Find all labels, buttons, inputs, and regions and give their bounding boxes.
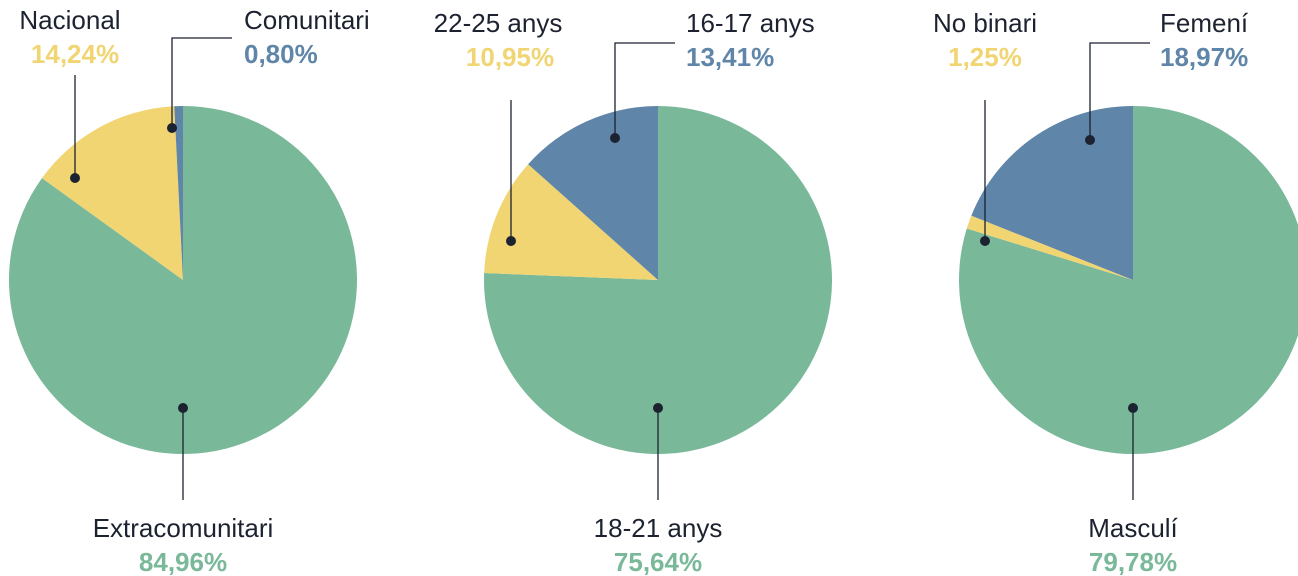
pie-slice xyxy=(966,215,1133,280)
slice-value: 0,80% xyxy=(244,39,318,69)
leader-dot xyxy=(506,236,516,246)
pie-slice xyxy=(484,106,833,455)
slice-label: Femení xyxy=(1160,8,1249,38)
leader-line xyxy=(614,42,675,138)
pie-slice xyxy=(484,164,658,280)
leader-dot xyxy=(178,403,188,413)
leader-line xyxy=(1089,42,1150,140)
slice-value: 1,25% xyxy=(948,42,1022,72)
slice-label: Extracomunitari xyxy=(93,513,274,543)
pie-slice xyxy=(959,106,1298,454)
pie-slice xyxy=(174,106,183,280)
pie-slice xyxy=(41,106,184,280)
slice-value: 18,97% xyxy=(1160,42,1248,72)
slice-value: 79,78% xyxy=(1089,547,1177,576)
slice-value: 10,95% xyxy=(466,42,554,72)
leader-dot xyxy=(1085,135,1095,145)
slice-label: Nacional xyxy=(19,5,120,35)
leader-dot xyxy=(1128,403,1138,413)
leader-dot xyxy=(70,173,80,183)
leader-dot xyxy=(980,236,990,246)
slice-label: 16-17 anys xyxy=(686,8,815,38)
slice-label: Comunitari xyxy=(244,5,370,35)
pie-slice xyxy=(9,106,357,455)
slice-value: 75,64% xyxy=(614,547,702,576)
leader-dot xyxy=(653,403,663,413)
slice-label: Masculí xyxy=(1088,513,1178,543)
pie-slice xyxy=(528,106,658,280)
slice-value: 84,96% xyxy=(139,547,227,576)
pie-slice xyxy=(971,105,1133,280)
slice-value: 13,41% xyxy=(686,42,774,72)
leader-dot xyxy=(610,133,620,143)
leader-dot xyxy=(167,123,177,133)
slice-label: 18-21 anys xyxy=(594,513,723,543)
slice-value: 14,24% xyxy=(31,39,119,69)
leader-line xyxy=(171,37,232,128)
slice-label: No binari xyxy=(933,8,1037,38)
slice-label: 22-25 anys xyxy=(434,8,563,38)
